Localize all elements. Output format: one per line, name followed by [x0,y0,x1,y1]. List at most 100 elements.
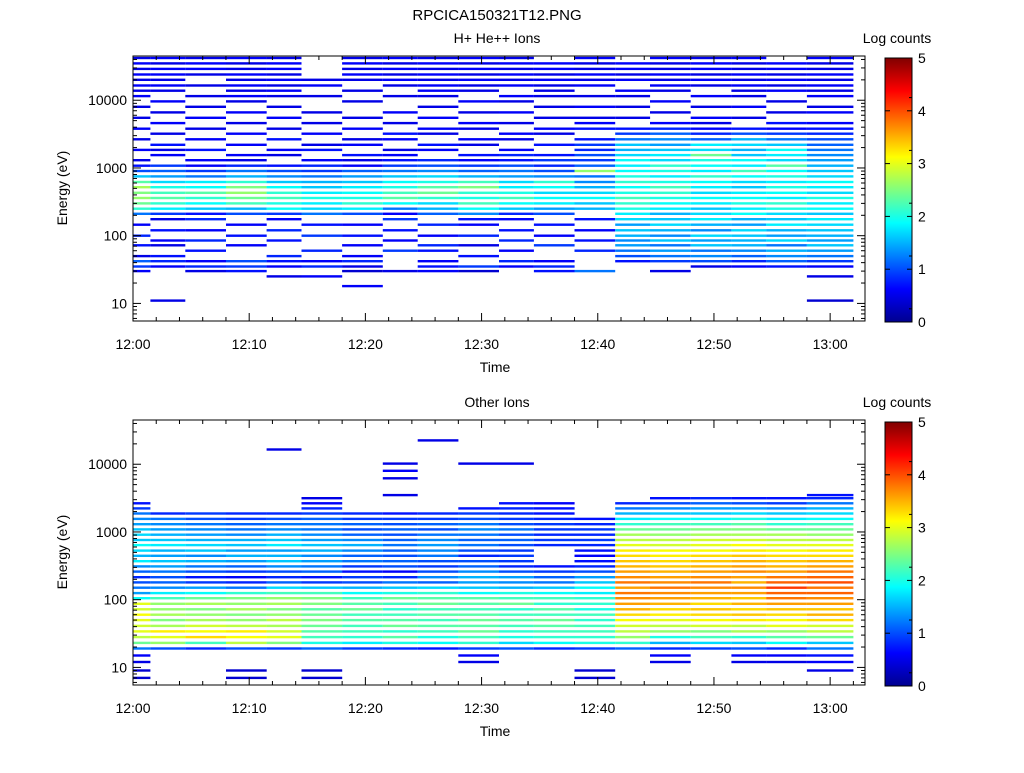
heatmap-cell [731,191,767,194]
heatmap-cell [690,148,732,152]
heatmap-cell [650,497,691,500]
heatmap-cell [185,202,226,205]
heatmap-cell [731,153,767,157]
heatmap-cell [499,153,534,157]
heatmap-cell [766,207,807,210]
heatmap-cell [574,528,616,531]
heatmap-cell [185,533,226,536]
heatmap-cell [266,586,302,589]
heatmap-cell [133,660,151,664]
heatmap-cell [533,630,575,633]
heatmap-cell [731,581,767,584]
heatmap-cell [690,570,732,573]
heatmap-cell [185,94,226,98]
heatmap-cell [382,641,418,645]
heatmap-cell [382,624,418,628]
heatmap-cell [185,523,226,526]
heatmap-cell [690,121,732,125]
heatmap-cell [150,533,186,536]
heatmap-cell [185,641,226,645]
heatmap-cell [650,180,691,184]
heatmap-cell [731,180,767,184]
heatmap-cell [226,269,267,273]
heatmap-cell [766,143,807,146]
heatmap-cell [806,254,854,258]
heatmap-cell [731,630,767,633]
heatmap-cell [301,618,343,622]
heatmap-cell [417,234,459,237]
x-tick-label: 12:20 [348,336,383,352]
heatmap-cell [533,207,575,210]
heatmap-cell [533,202,575,205]
heatmap-cell [574,180,616,184]
heatmap-cell [458,78,499,81]
heatmap-cell [499,207,534,210]
heatmap-cell [650,507,691,510]
heatmap-cell [650,269,691,273]
heatmap-cell [266,512,302,515]
heatmap-cell [417,148,459,152]
x-tick-label: 12:50 [696,336,731,352]
heatmap-cell [133,591,151,595]
heatmap-cell [150,597,186,600]
heatmap-cell [301,641,343,645]
heatmap-cell [731,497,767,500]
heatmap-cell [574,570,616,573]
heatmap-cell [690,630,732,633]
heatmap-cell [458,218,499,221]
heatmap-cell [133,116,151,119]
heatmap-cell [133,164,151,167]
colorbar-tick-label: 4 [918,467,926,483]
heatmap-cell [574,84,616,87]
heatmap-cell [185,249,226,252]
heatmap-cell [266,581,302,584]
heatmap-cell [266,78,302,81]
heatmap-cell [150,218,186,221]
heatmap-cell [382,549,418,552]
heatmap-cell [499,581,534,584]
heatmap-cell [133,560,151,563]
heatmap-cell [266,212,302,215]
heatmap-cell [731,138,767,141]
heatmap-cell [226,175,267,178]
heatmap-cell [766,138,807,141]
heatmap-cell [150,554,186,557]
heatmap-cell [806,218,854,221]
heatmap-cell [266,517,302,521]
heatmap-cell [301,94,343,98]
heatmap-cell [650,164,691,167]
heatmap-cell [382,164,418,167]
heatmap-cell [499,565,534,568]
colorbar-ticks: 0 1 2 3 4 5 [885,50,926,330]
heatmap-cell [458,586,499,589]
heatmap-cell [766,180,807,184]
heatmap-cell [342,89,383,92]
heatmap-cell [226,630,267,633]
heatmap-cell [342,180,383,184]
heatmap-cell [806,654,854,657]
heatmap-cell [731,78,767,81]
heatmap-cell [806,186,854,189]
heatmap-cell [133,105,151,108]
heatmap-cell [458,56,499,60]
heatmap-cell [185,175,226,178]
heatmap-cell [499,576,534,579]
heatmap-cell [417,533,459,536]
heatmap-cell [301,608,343,611]
heatmap-cell [301,635,343,639]
heatmap-cell [266,153,302,157]
heatmap-cell [342,543,383,547]
heatmap-cell [806,560,854,563]
heatmap-cell [226,169,267,173]
heatmap-cell [226,89,267,92]
heatmap-cell [266,67,302,71]
heatmap-cell [806,169,854,173]
heatmap-cell [574,143,616,146]
heatmap-cell [574,517,616,521]
heatmap-cell [574,164,616,167]
heatmap-cell [458,212,499,215]
heatmap-cell [417,244,459,247]
heatmap-cell [458,597,499,600]
heatmap-cell [806,180,854,184]
